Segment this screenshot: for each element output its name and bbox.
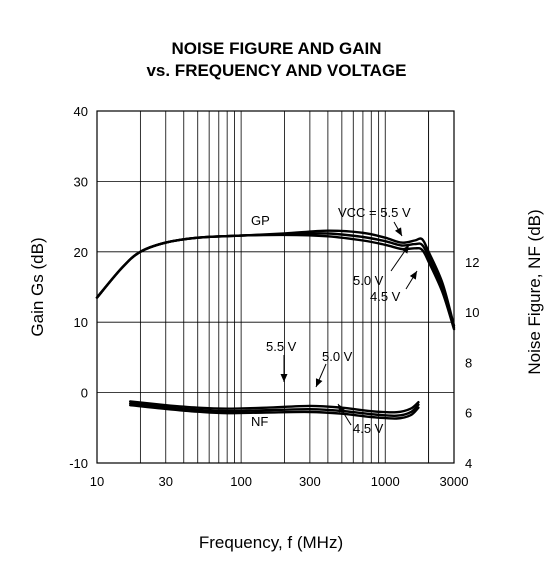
nf-series-55 — [129, 400, 420, 414]
nf-series-50 — [129, 402, 420, 417]
y-left-tick-label: 10 — [74, 315, 88, 330]
arrowhead-icon — [401, 245, 409, 254]
x-tick-label: 1000 — [371, 474, 400, 489]
gain-vcc-50-label: 5.0 V — [353, 273, 384, 288]
chart-title: NOISE FIGURE AND GAIN — [171, 39, 382, 58]
gain-series-45 — [95, 233, 456, 331]
y-left-tick-label: 30 — [74, 174, 88, 189]
y-left-tick-label: 20 — [74, 245, 88, 260]
x-axis-label: Frequency, f (MHz) — [199, 533, 343, 552]
y-right-tick-label: 6 — [465, 406, 472, 421]
y-right-tick-label: 12 — [465, 255, 479, 270]
y-right-tick-label: 4 — [465, 456, 472, 471]
arrowhead-icon — [280, 374, 288, 382]
y-axis-left-label: Gain Gs (dB) — [28, 237, 47, 336]
y-left-tick-label: -10 — [69, 456, 88, 471]
y-left-tick-label: 0 — [81, 386, 88, 401]
y-left-tick-label: 40 — [74, 104, 88, 119]
x-tick-label: 100 — [230, 474, 252, 489]
gp-label: GP — [251, 213, 270, 228]
arrowhead-icon — [338, 404, 346, 413]
arrowhead-icon — [315, 378, 323, 387]
chart-subtitle: vs. FREQUENCY AND VOLTAGE — [146, 61, 407, 80]
arrowhead-icon — [394, 227, 402, 236]
x-tick-label: 300 — [299, 474, 321, 489]
nf-vcc-50-label: 5.0 V — [322, 349, 353, 364]
y-right-tick-label: 10 — [465, 305, 479, 320]
x-tick-label: 30 — [159, 474, 173, 489]
arrowhead-icon — [409, 271, 417, 280]
gain-vcc-45-label: 4.5 V — [370, 289, 401, 304]
gain-vcc-55-label: VCC = 5.5 V — [338, 205, 411, 220]
y-right-tick-label: 8 — [465, 355, 472, 370]
chart-title-block: NOISE FIGURE AND GAIN vs. FREQUENCY AND … — [0, 38, 553, 82]
x-tick-label: 3000 — [440, 474, 469, 489]
y-axis-right-label: Noise Figure, NF (dB) — [525, 209, 544, 374]
x-tick-label: 10 — [90, 474, 104, 489]
nf-series-45 — [129, 404, 420, 420]
nf-vcc-55-label: 5.5 V — [266, 339, 297, 354]
tick-labels: 10 30 100 300 1000 3000 -10 0 10 20 30 40 4 6 8 10 12 — [69, 104, 479, 489]
plot-frame — [96, 110, 455, 464]
annotations: GP NF VCC = 5.5 V 5.0 V 4.5 V 5.5 V 5.0 … — [251, 205, 418, 436]
series-group — [95, 229, 456, 420]
nf-label: NF — [251, 414, 268, 429]
nf-vcc-45-label: 4.5 V — [353, 421, 384, 436]
